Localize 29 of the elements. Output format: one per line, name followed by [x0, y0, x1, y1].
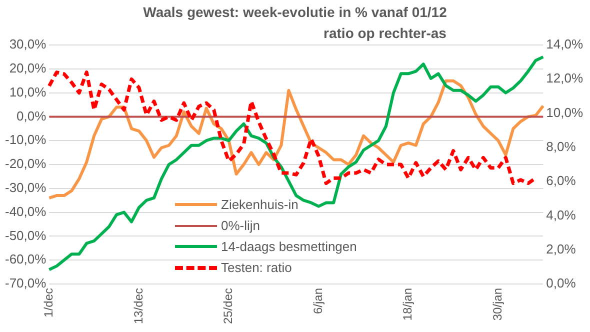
- legend-label: 14-daags besmettingen: [221, 239, 357, 254]
- y2-tick-label: 8,0%: [546, 138, 576, 154]
- x-tick-label: 30/jan: [490, 288, 505, 321]
- y2-tick-label: 4,0%: [546, 207, 576, 222]
- y-tick-label: 20,0%: [9, 60, 47, 76]
- legend-label: 0%-lijn: [221, 218, 260, 233]
- y2-tick-label: 12,0%: [546, 70, 584, 86]
- y-tick-label: 0,0%: [16, 108, 47, 124]
- y2-tick-label: 14,0%: [546, 36, 584, 52]
- y2-tick-label: 2,0%: [546, 241, 576, 256]
- legend-label: Testen: ratio: [221, 260, 292, 275]
- chart-subtitle: ratio op rechter-as: [324, 25, 446, 41]
- x-tick-label: 18/jan: [400, 288, 415, 321]
- y-tick-label: -10,0%: [4, 132, 47, 148]
- y2-tick-label: 10,0%: [546, 104, 584, 120]
- y-tick-label: 30,0%: [9, 36, 47, 52]
- y-tick-label: 10,0%: [9, 84, 47, 100]
- y-tick-label: -60,0%: [4, 252, 47, 267]
- y-tick-label: -50,0%: [4, 228, 47, 243]
- y2-tick-label: 6,0%: [546, 173, 576, 188]
- y-tick-label: -40,0%: [4, 204, 47, 219]
- y-tick-label: -20,0%: [4, 156, 47, 172]
- x-tick-label: 13/dec: [131, 288, 146, 324]
- y-tick-label: -30,0%: [4, 180, 47, 195]
- legend-label: Ziekenhuis-in: [221, 197, 298, 212]
- x-tick-label: 6/jan: [310, 288, 325, 314]
- y2-tick-label: 0,0%: [546, 276, 576, 291]
- x-tick-label: 25/dec: [221, 288, 236, 324]
- chart-title: Waals gewest: week-evolutie in % vanaf 01/12: [142, 4, 448, 20]
